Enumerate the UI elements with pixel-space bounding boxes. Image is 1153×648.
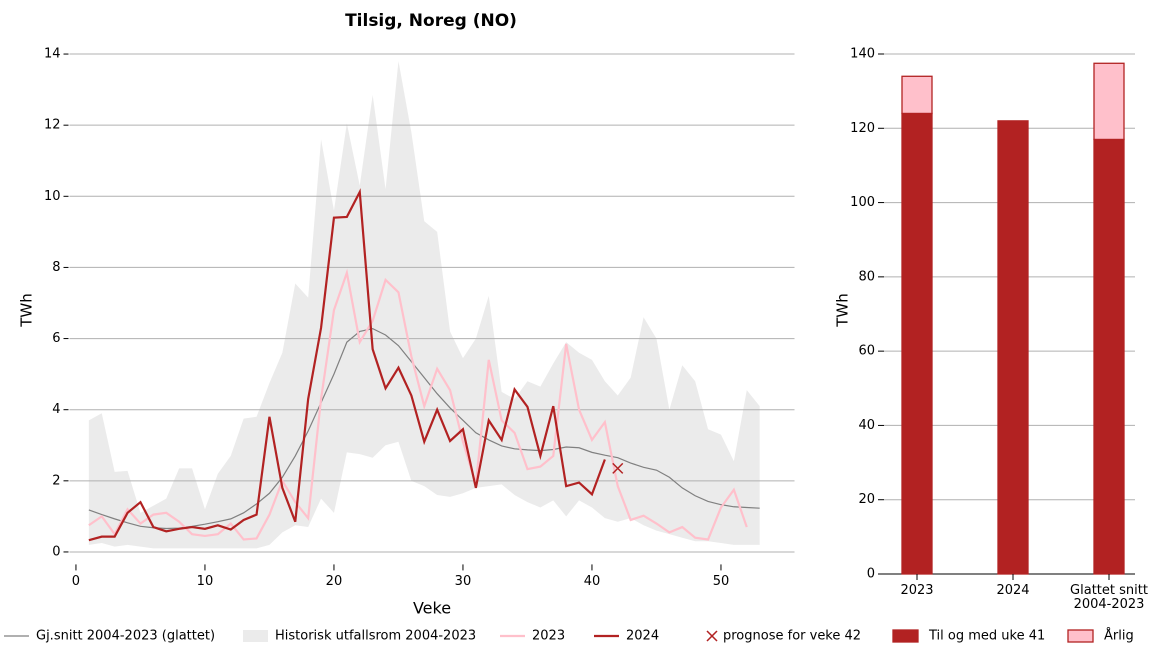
legend-swatch (706, 630, 718, 642)
bar-segment (1093, 62, 1125, 141)
y-axis-label: TWh (18, 293, 36, 328)
bar-segment (901, 112, 933, 575)
x-axis-label: Veke (413, 599, 451, 618)
legend-label: 2023 (532, 629, 565, 644)
y-tick-label: 14 (44, 47, 61, 62)
y-tick-label: 20 (858, 492, 875, 507)
y-tick-label: 100 (850, 195, 875, 210)
y-tick-label: 4 (52, 402, 60, 417)
x-tick-label: 40 (584, 574, 601, 589)
chart-title: Tilsig, Noreg (NO) (345, 11, 517, 31)
y-tick-label: 60 (858, 344, 875, 359)
line (88, 268, 748, 541)
line (88, 188, 606, 542)
x-tick-label: 0 (72, 574, 80, 589)
legend-swatch (1067, 629, 1094, 643)
legend-swatch (892, 629, 919, 643)
legend-label: 2024 (626, 629, 659, 644)
line (88, 327, 760, 530)
legend-swatch (243, 630, 268, 642)
y-tick-label: 140 (850, 47, 875, 62)
y-tick-label: 8 (52, 260, 60, 275)
legend-label: Historisk utfallsrom 2004-2023 (275, 629, 476, 644)
bar-segment (901, 75, 933, 115)
y-tick-label: 12 (44, 118, 61, 133)
y-tick-label: 80 (858, 269, 875, 284)
y-tick-label: 0 (867, 567, 875, 582)
bar-segment (997, 120, 1029, 575)
x-tick-label: 50 (713, 574, 730, 589)
x-tick-label: 2023 (900, 583, 934, 598)
x-tick-label: 2024 (996, 583, 1030, 598)
x-tick-label: 20 (326, 574, 343, 589)
legend-label: Årlig (1104, 628, 1134, 644)
x-tick-label: 10 (197, 574, 214, 589)
legend-label: Til og med uke 41 (928, 629, 1045, 644)
y-tick-label: 40 (858, 418, 875, 433)
y-tick-label: 2 (52, 473, 60, 488)
y-tick-label: 0 (52, 544, 60, 559)
x-tick-label: Glattet snitt 2004-2023 (1070, 583, 1148, 612)
y-tick-label: 120 (850, 121, 875, 136)
bar-segment (1093, 138, 1125, 575)
range-band (88, 61, 760, 549)
legend-label: prognose for veke 42 (723, 629, 861, 644)
y-tick-label: 10 (44, 189, 61, 204)
legend-label: Gj.snitt 2004-2023 (glattet) (36, 629, 215, 644)
y-axis-label: TWh (834, 293, 852, 328)
forecast-marker (612, 462, 624, 474)
y-tick-label: 6 (52, 331, 60, 346)
x-tick-label: 30 (455, 574, 472, 589)
